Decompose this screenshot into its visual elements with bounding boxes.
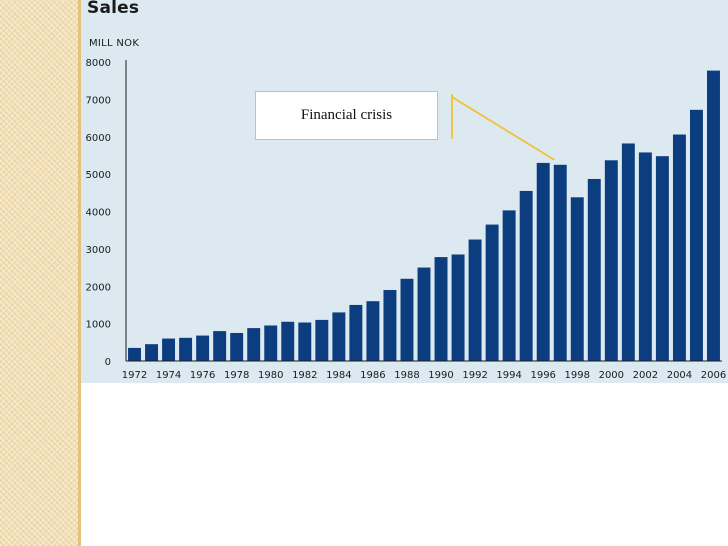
bar-1976 <box>196 335 210 361</box>
y-tick-label: 4000 <box>86 208 111 219</box>
bar-1990 <box>434 257 448 361</box>
x-tick-label: 1986 <box>360 370 385 381</box>
bar-2003 <box>655 156 669 361</box>
x-tick-label: 1982 <box>292 370 317 381</box>
financial-crisis-annotation: Financial crisis <box>255 91 438 140</box>
bar-1986 <box>366 301 380 361</box>
bar-1984 <box>332 312 346 361</box>
y-axis-unit-label: MILL NOK <box>89 38 140 49</box>
y-tick-label: 8000 <box>86 58 111 69</box>
x-tick-label: 1994 <box>496 370 521 381</box>
bar-1993 <box>485 224 499 361</box>
bar-1975 <box>179 337 193 361</box>
x-tick-label: 1992 <box>462 370 487 381</box>
x-tick-label: 2004 <box>667 370 692 381</box>
bar-1994 <box>502 210 516 361</box>
bar-1980 <box>264 325 278 361</box>
bar-1985 <box>349 304 363 361</box>
bar-1991 <box>451 254 465 361</box>
bar-1999 <box>587 178 601 361</box>
x-tick-label: 2002 <box>633 370 658 381</box>
x-tick-label: 1976 <box>190 370 215 381</box>
x-axis: 1972 1974 1976 1978 1980 1982 1984 1986 1988 1990… <box>122 360 726 381</box>
bar-2006 <box>707 70 720 361</box>
y-tick-label: 0 <box>105 357 111 368</box>
y-tick-label: 5000 <box>86 170 111 181</box>
y-axis: 0 1000 2000 3000 4000 5000 6000 7000 8000 <box>86 58 127 368</box>
bar-1972 <box>128 347 141 361</box>
bar-1996 <box>536 162 550 361</box>
bar-2000 <box>604 160 618 361</box>
x-tick-label: 2006 <box>701 370 726 381</box>
y-tick-label: 1000 <box>86 320 111 331</box>
x-tick-label: 1998 <box>565 370 590 381</box>
bar-1989 <box>417 267 431 361</box>
annotation-leader <box>451 94 555 161</box>
y-tick-label: 6000 <box>86 133 111 144</box>
y-tick-label: 2000 <box>86 282 111 293</box>
bar-1979 <box>247 328 261 361</box>
side-strip-edge <box>78 0 81 546</box>
decorative-side-strip <box>0 0 78 546</box>
bar-1983 <box>315 319 329 361</box>
bar-2001 <box>621 143 635 361</box>
x-tick-label: 1978 <box>224 370 249 381</box>
bar-1988 <box>400 278 414 361</box>
bar-1997 <box>553 164 567 361</box>
bars <box>128 70 720 361</box>
bar-1977 <box>213 331 227 361</box>
x-tick-label: 1984 <box>326 370 351 381</box>
x-tick-label: 1980 <box>258 370 283 381</box>
y-tick-label: 3000 <box>86 245 111 256</box>
bar-1981 <box>281 321 295 361</box>
chart-title: Sales <box>87 0 140 18</box>
x-tick-label: 1996 <box>530 370 555 381</box>
y-tick-label: 7000 <box>86 95 111 106</box>
x-tick-label: 1988 <box>394 370 419 381</box>
x-tick-label: 1974 <box>156 370 181 381</box>
bar-1974 <box>162 338 176 361</box>
bar-2005 <box>689 109 703 361</box>
bar-1992 <box>468 239 482 361</box>
x-tick-label: 1972 <box>122 370 147 381</box>
annotation-pointer-line <box>451 96 555 161</box>
bar-1973 <box>145 344 159 361</box>
bar-2002 <box>638 152 652 361</box>
x-tick-label: 1990 <box>428 370 453 381</box>
bar-1998 <box>570 197 584 361</box>
bar-1978 <box>230 332 244 361</box>
bar-2004 <box>672 134 686 361</box>
bar-1987 <box>383 289 397 361</box>
bar-1995 <box>519 190 533 361</box>
bar-1982 <box>298 322 312 361</box>
x-tick-label: 2000 <box>599 370 624 381</box>
